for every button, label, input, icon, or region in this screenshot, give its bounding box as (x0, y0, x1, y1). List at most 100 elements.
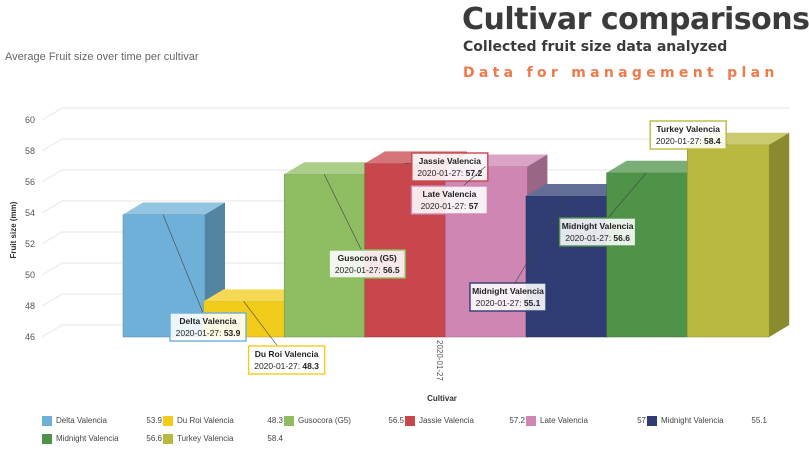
data-label-number: 57 (469, 201, 479, 211)
data-label-category: 2020-01-27: (476, 298, 524, 308)
data-label-connector (162, 214, 209, 326)
bar[interactable] (686, 132, 790, 338)
data-label-value: 2020-01-27: 53.9 (176, 328, 241, 338)
legend-swatch (647, 415, 657, 426)
data-label: Gusocora (G5) 2020-01-27: 56.5 (323, 174, 406, 279)
data-label-box (649, 120, 727, 150)
data-label-number: 57.2 (466, 168, 483, 178)
legend-swatch (163, 415, 173, 426)
data-label-value: 2020-01-27: 57.2 (417, 168, 482, 178)
data-label-category: 2020-01-27: (335, 265, 383, 275)
data-label-series: Delta Valencia (179, 316, 236, 326)
data-label-series: Late Valencia (422, 189, 476, 199)
legend-label: Jassie Valencia (419, 416, 474, 425)
y-tick-label: 46 (25, 332, 35, 342)
legend-label: Du Roi Valencia (177, 416, 234, 425)
bar-chart: 46 48 50 52 54 56 58 60 Delta Valencia 2020-01-2… (9, 107, 790, 403)
legend-swatch (42, 415, 52, 426)
y-tick-label: 56 (25, 177, 35, 187)
data-label-number: 53.9 (224, 328, 241, 338)
data-label-box (169, 312, 247, 342)
legend-item[interactable]: Gusocora (G5) 56.5 (284, 415, 404, 426)
legend-value: 57 (637, 416, 646, 425)
data-label-box (328, 249, 406, 279)
legend-value: 57.2 (509, 416, 525, 425)
chart-title: Average Fruit size over time per cultiva… (5, 51, 199, 63)
data-label-series: Jassie Valencia (419, 156, 482, 166)
legend-swatch (405, 415, 415, 426)
legend-swatch (163, 433, 173, 444)
data-label-series: Gusocora (G5) (338, 253, 397, 263)
data-label-category: 2020-01-27: (176, 328, 224, 338)
y-axis-title: Fruit size (mm) (9, 201, 18, 258)
legend-label: Midnight Valencia (56, 434, 119, 443)
y-tick-label: 60 (25, 115, 35, 125)
legend-item[interactable]: Du Roi Valencia 48.3 (163, 415, 283, 426)
data-label-number: 55.1 (524, 298, 541, 308)
y-axis-ticks: 46 48 50 52 54 56 58 60 (25, 115, 35, 342)
x-axis-title: Cultivar (427, 394, 457, 403)
data-label: Du Roi Valencia 2020-01-27: 48.3 (243, 301, 326, 375)
data-label-series: Du Roi Valencia (255, 349, 319, 359)
bar-top (203, 289, 306, 302)
data-label-box (558, 217, 637, 247)
data-label-number: 48.3 (302, 361, 319, 371)
y-tick-label: 48 (25, 301, 35, 311)
legend-item[interactable]: Midnight Valencia 56.6 (42, 433, 162, 444)
data-label-value: 2020-01-27: 48.3 (254, 361, 319, 371)
bar-top (606, 160, 709, 173)
legend-label: Midnight Valencia (661, 416, 724, 425)
page-tagline: Data for management plan (463, 65, 779, 81)
data-label: Midnight Valencia 2020-01-27: 56.6 (558, 172, 647, 247)
legend-value: 53.9 (146, 416, 162, 425)
data-label: Jassie Valencia 2020-01-27: 57.2 (404, 152, 489, 182)
bar-front (606, 172, 689, 338)
y-tick-label: 50 (25, 270, 35, 280)
data-label-number: 56.5 (383, 265, 400, 275)
legend-value: 55.1 (751, 416, 767, 425)
legend-item[interactable]: Delta Valencia 53.9 (42, 415, 162, 426)
legend-item[interactable]: Turkey Valencia 58.4 (163, 433, 283, 444)
legend-label: Turkey Valencia (177, 434, 234, 443)
data-label: Midnight Valencia 2020-01-27: 55.1 (469, 195, 567, 312)
legend-value: 58.4 (267, 434, 283, 443)
data-label-number: 58.4 (704, 136, 721, 146)
legend-label: Gusocora (G5) (298, 416, 351, 425)
legend-swatch (42, 433, 52, 444)
data-label-box (411, 152, 489, 182)
legend-item[interactable]: Midnight Valencia 55.1 (647, 415, 767, 426)
page-title: Cultivar comparisons (462, 2, 809, 37)
data-label: Late Valencia 2020-01-27: 57 (410, 166, 489, 215)
y-tick-label: 54 (25, 208, 35, 218)
bar-top (123, 202, 225, 215)
data-label-category: 2020-01-27: (565, 233, 613, 243)
data-label-series: Midnight Valencia (472, 286, 544, 296)
y-tick-label: 58 (25, 146, 35, 156)
legend-value: 48.3 (267, 416, 283, 425)
data-label-category: 2020-01-27: (421, 201, 469, 211)
data-label-value: 2020-01-27: 55.1 (476, 298, 541, 308)
data-label-connector (507, 195, 567, 296)
legend-value: 56.5 (388, 416, 404, 425)
legend-swatch (526, 415, 536, 426)
bar-top (284, 162, 387, 175)
data-label: Delta Valencia 2020-01-27: 53.9 (162, 214, 247, 342)
legend-item[interactable]: Jassie Valencia 57.2 (405, 415, 525, 426)
data-label-value: 2020-01-27: 58.4 (656, 136, 721, 146)
data-label-series: Turkey Valencia (656, 124, 720, 134)
legend-label: Delta Valencia (56, 416, 107, 425)
bar-side (769, 132, 790, 337)
gridline (41, 107, 790, 121)
data-label-value: 2020-01-27: 57 (421, 201, 479, 211)
data-label: Turkey Valencia 2020-01-27: 58.4 (649, 120, 728, 150)
data-label-connector (323, 174, 368, 263)
bar-front (686, 144, 770, 338)
legend-swatch (284, 415, 294, 426)
data-label-category: 2020-01-27: (254, 361, 302, 371)
data-label-box (469, 282, 547, 312)
data-label-category: 2020-01-27: (417, 168, 465, 178)
data-label-box (247, 345, 326, 375)
legend-item[interactable]: Late Valencia 57 (526, 415, 646, 426)
data-label-value: 2020-01-27: 56.5 (335, 265, 400, 275)
